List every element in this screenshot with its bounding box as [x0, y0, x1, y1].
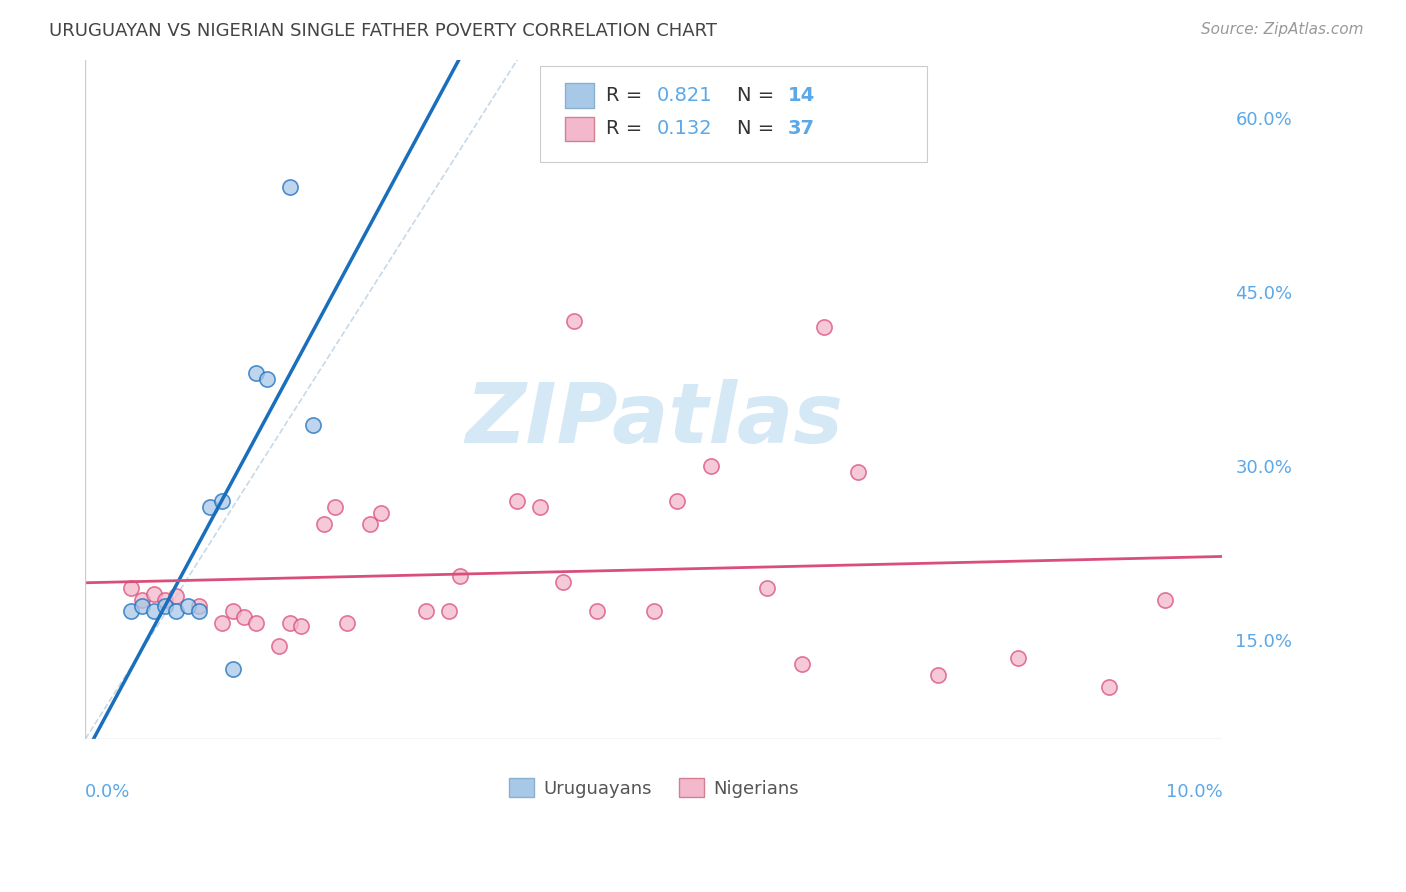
Point [267, 639, 290, 653]
Point [211, 615, 233, 630]
Text: 14: 14 [787, 87, 815, 105]
Point [142, 587, 165, 601]
Text: 37: 37 [787, 120, 815, 138]
Point [790, 657, 813, 671]
Point [336, 615, 359, 630]
Point [176, 599, 198, 613]
Point [256, 372, 278, 386]
Text: R =: R = [606, 87, 648, 105]
Point [643, 604, 665, 618]
Point [153, 592, 176, 607]
Point [813, 319, 835, 334]
Point [927, 668, 949, 682]
Point [165, 589, 187, 603]
FancyBboxPatch shape [565, 83, 593, 108]
Point [245, 615, 267, 630]
Point [756, 581, 779, 595]
Point [370, 506, 392, 520]
Y-axis label: Single Father Poverty: Single Father Poverty [0, 311, 8, 488]
Point [120, 581, 142, 595]
FancyBboxPatch shape [565, 117, 593, 141]
Point [506, 494, 529, 508]
Point [188, 604, 211, 618]
Point [562, 314, 585, 328]
Point [586, 604, 609, 618]
Text: URUGUAYAN VS NIGERIAN SINGLE FATHER POVERTY CORRELATION CHART: URUGUAYAN VS NIGERIAN SINGLE FATHER POVE… [49, 22, 717, 40]
Point [131, 592, 153, 607]
Point [153, 599, 176, 613]
Point [142, 604, 165, 618]
Text: N =: N = [737, 120, 780, 138]
Text: Source: ZipAtlas.com: Source: ZipAtlas.com [1201, 22, 1364, 37]
Point [359, 517, 381, 532]
FancyBboxPatch shape [540, 66, 927, 161]
Point [211, 494, 233, 508]
Point [301, 418, 323, 433]
Point [290, 619, 312, 633]
Point [415, 604, 437, 618]
Point [1154, 592, 1177, 607]
Text: 10.0%: 10.0% [1166, 783, 1222, 801]
Point [131, 599, 153, 613]
Point [1097, 680, 1119, 694]
Point [437, 604, 460, 618]
Point [1007, 650, 1029, 665]
Text: ZIPatlas: ZIPatlas [465, 379, 842, 460]
Point [188, 599, 211, 613]
Text: 0.0%: 0.0% [86, 783, 131, 801]
Point [278, 180, 301, 194]
Text: N =: N = [737, 87, 780, 105]
Point [848, 465, 870, 479]
Text: R =: R = [606, 120, 648, 138]
Point [222, 662, 245, 676]
Point [245, 366, 267, 380]
Point [165, 604, 187, 618]
Point [278, 615, 301, 630]
Point [120, 604, 142, 618]
Text: 0.132: 0.132 [657, 120, 713, 138]
Point [200, 500, 222, 514]
Point [529, 500, 551, 514]
Point [551, 575, 574, 590]
Point [699, 459, 721, 474]
Point [450, 569, 472, 583]
Point [312, 517, 335, 532]
Point [665, 494, 688, 508]
Point [233, 610, 256, 624]
Point [222, 604, 245, 618]
Point [325, 500, 347, 514]
Legend: Uruguayans, Nigerians: Uruguayans, Nigerians [502, 771, 806, 805]
Text: 0.821: 0.821 [657, 87, 713, 105]
